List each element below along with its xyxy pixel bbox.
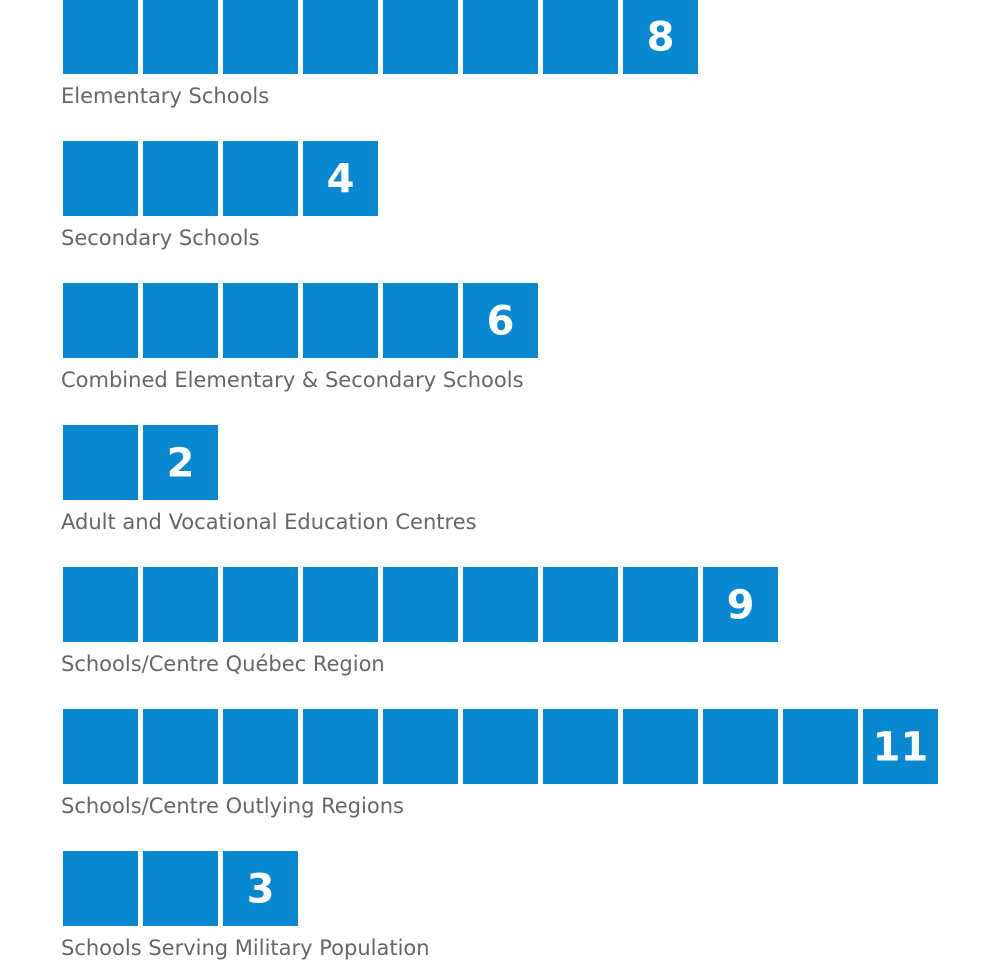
unit-square (63, 567, 138, 642)
unit-square (223, 567, 298, 642)
category-label: Elementary Schools (61, 84, 269, 108)
category-label: Secondary Schools (61, 226, 260, 250)
unit-square (383, 283, 458, 358)
value-label: 3 (247, 867, 275, 913)
unit-square (63, 283, 138, 358)
unit-square (303, 141, 378, 216)
category-label: Schools/Centre Québec Region (61, 652, 385, 676)
unit-square (303, 567, 378, 642)
unit-square (223, 851, 298, 926)
unit-square (383, 709, 458, 784)
value-label: 8 (647, 15, 675, 61)
unit-square (63, 141, 138, 216)
unit-square (783, 709, 858, 784)
unit-square (143, 141, 218, 216)
unit-square (703, 567, 778, 642)
unit-square (863, 709, 938, 784)
unit-square (223, 0, 298, 74)
unit-square (63, 709, 138, 784)
value-label: 9 (727, 583, 755, 629)
unit-square (63, 425, 138, 500)
category-label: Combined Elementary & Secondary Schools (61, 368, 524, 392)
unit-square (623, 567, 698, 642)
unit-square (383, 567, 458, 642)
unit-square (223, 283, 298, 358)
unit-square (543, 709, 618, 784)
unit-square (703, 709, 778, 784)
unit-square (143, 709, 218, 784)
unit-square (63, 0, 138, 74)
unit-square (143, 851, 218, 926)
unit-square (463, 567, 538, 642)
unit-square (463, 283, 538, 358)
unit-square (543, 0, 618, 74)
value-label: 11 (873, 725, 929, 771)
unit-square (303, 283, 378, 358)
category-label: Adult and Vocational Education Centres (61, 510, 477, 534)
unit-square (303, 0, 378, 74)
unit-square (463, 709, 538, 784)
category-label: Schools Serving Military Population (61, 936, 430, 960)
value-label: 4 (327, 157, 355, 203)
unit-square (623, 0, 698, 74)
unit-square (143, 283, 218, 358)
value-label: 6 (487, 299, 515, 345)
unit-square (63, 851, 138, 926)
unit-square (223, 709, 298, 784)
category-label: Schools/Centre Outlying Regions (61, 794, 404, 818)
unit-square (383, 0, 458, 74)
unit-square (623, 709, 698, 784)
unit-square (223, 141, 298, 216)
unit-square (143, 0, 218, 74)
value-label: 2 (167, 441, 195, 487)
unit-square (543, 567, 618, 642)
unit-square (143, 425, 218, 500)
unit-square (143, 567, 218, 642)
unit-square (303, 709, 378, 784)
unit-square (463, 0, 538, 74)
